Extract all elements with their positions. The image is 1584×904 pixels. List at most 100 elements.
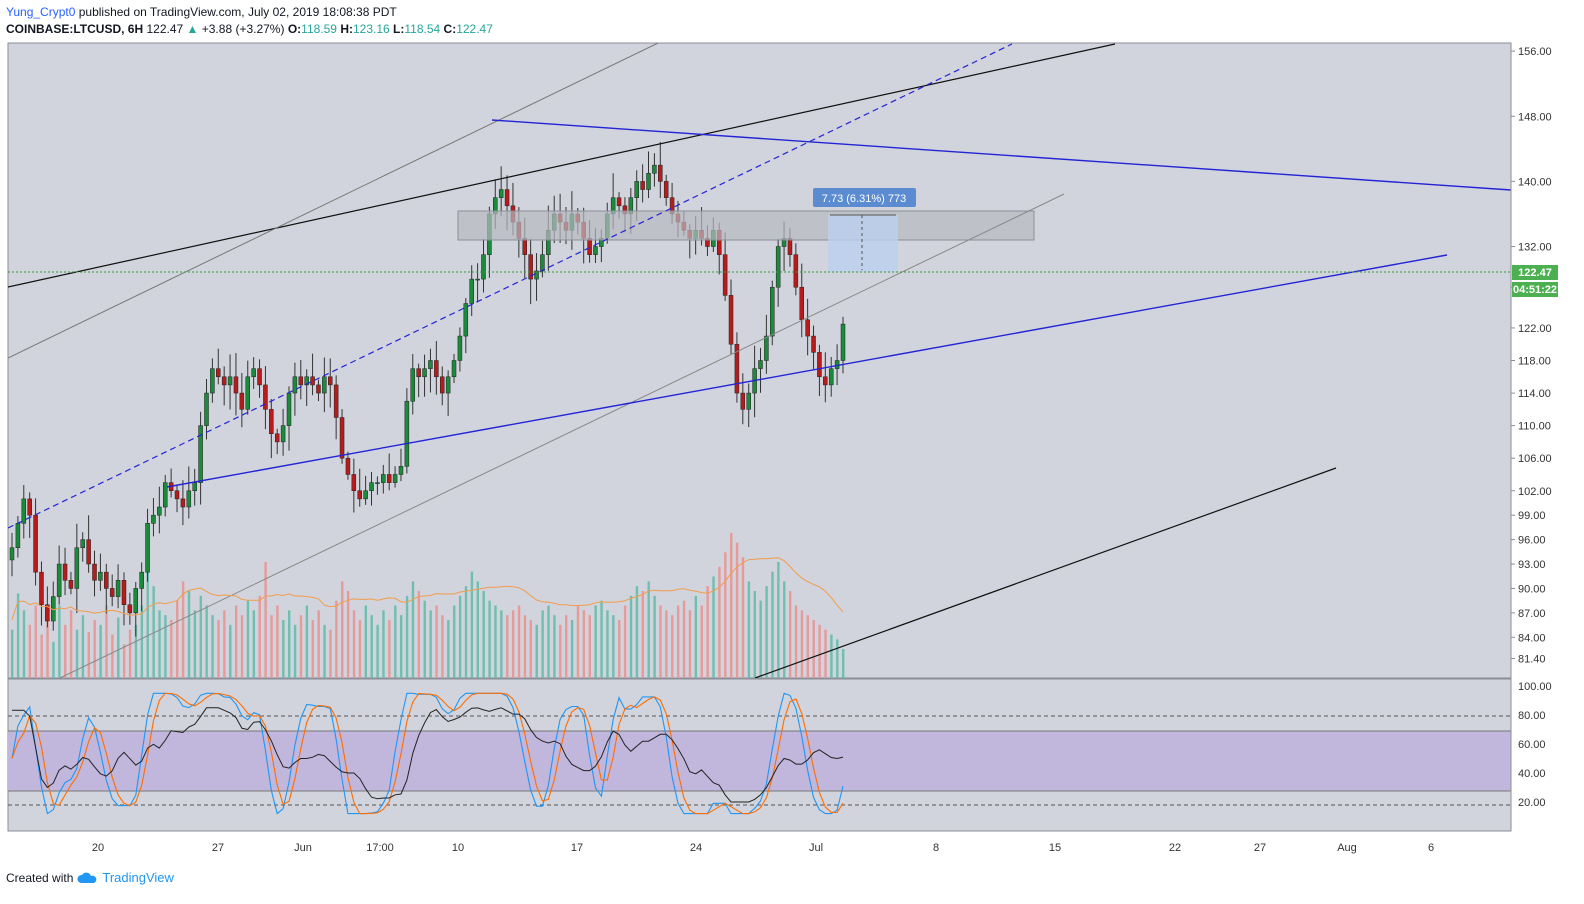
candle-body — [216, 368, 221, 378]
candle-body — [540, 254, 545, 272]
candle-body — [80, 539, 85, 548]
candle-body — [328, 376, 333, 386]
candle-body — [469, 278, 474, 304]
volume-bar — [217, 620, 220, 678]
lower-trendline[interactable] — [754, 467, 1337, 678]
volume-bar — [75, 629, 79, 678]
volume-bar — [788, 591, 792, 678]
price-tick-label: 132.00 — [1518, 242, 1552, 254]
candle-body — [221, 376, 227, 386]
candle-body — [770, 286, 775, 337]
resistance-zone[interactable] — [457, 210, 1035, 241]
volume-bar — [364, 605, 368, 678]
author-name[interactable]: Yung_Crypt0 — [6, 5, 76, 19]
volume-bar — [246, 600, 250, 678]
candle-body — [734, 343, 740, 394]
volume-bar — [52, 641, 55, 678]
volume-bar — [547, 605, 550, 678]
price-tick-label: 148.00 — [1518, 111, 1552, 123]
candle-body — [416, 368, 421, 378]
candle-body — [157, 506, 162, 516]
candle-body — [139, 571, 144, 589]
candle-body — [805, 319, 810, 337]
oscillator-tick-label: 80.00 — [1518, 710, 1546, 722]
countdown-tag — [1512, 282, 1558, 297]
created-with-text: Created with — [6, 870, 74, 885]
blue-dashed-trendline[interactable] — [8, 43, 1013, 529]
volume-bar — [836, 639, 839, 678]
measure-box[interactable] — [828, 215, 898, 272]
volume-bar — [794, 605, 798, 678]
candle-body — [204, 392, 209, 426]
candle-body — [192, 482, 197, 492]
time-tick-label: 10 — [452, 842, 464, 854]
candle-body — [398, 466, 404, 475]
oscillator-tick-label: 100.00 — [1518, 681, 1552, 693]
candle-body — [274, 433, 280, 443]
price-axis[interactable]: 156.00148.00140.00132.00127.00122.00118.… — [1510, 43, 1552, 831]
gray-channel-lower[interactable] — [59, 193, 1065, 678]
candle-body — [322, 376, 327, 394]
volume-bar — [718, 566, 721, 678]
time-tick-label: 8 — [933, 842, 939, 854]
volume-bar — [411, 581, 415, 678]
volume-bar — [565, 615, 568, 678]
candle-body — [39, 571, 44, 605]
price-tick-label: 106.00 — [1518, 453, 1552, 465]
volume-bar — [842, 649, 845, 678]
volume-bar — [376, 624, 379, 678]
candle-body — [811, 335, 816, 353]
volume-bar — [240, 615, 244, 678]
volume-bar — [22, 610, 26, 678]
upper-trendline[interactable] — [8, 43, 1116, 288]
volume-bar — [806, 615, 810, 678]
candle-body — [292, 376, 298, 394]
volume-bar — [170, 620, 173, 678]
candle-body — [799, 286, 804, 321]
volume-bar — [93, 620, 96, 678]
volume-bar — [16, 593, 20, 678]
volume-bar — [11, 629, 14, 678]
gray-channel-upper[interactable] — [8, 43, 659, 359]
candle-body — [21, 498, 27, 524]
volume-bar — [517, 605, 521, 678]
volume-bar — [346, 591, 350, 678]
wedge-lower-line[interactable] — [166, 254, 1448, 488]
candle-body — [27, 498, 32, 516]
candle-body — [840, 323, 846, 361]
oscillator-axis[interactable]: 100.00 80.00 60.00 40.00 20.00 — [1518, 681, 1552, 809]
volume-bar — [28, 624, 32, 678]
volume-bar — [494, 605, 497, 678]
volume-bar — [771, 571, 774, 678]
volume-bar — [700, 605, 703, 678]
volume-bar — [234, 605, 238, 678]
volume-bar — [323, 624, 326, 678]
candle-body — [439, 376, 445, 394]
volume-bar — [329, 629, 332, 678]
volume-bar — [618, 620, 621, 678]
tradingview-logo[interactable]: TradingView — [77, 870, 174, 885]
candle-body — [481, 254, 486, 280]
candle-body — [787, 238, 793, 255]
candle-body — [9, 547, 15, 561]
candle-body — [404, 400, 410, 467]
low-label: L: — [393, 22, 405, 36]
candle-body — [145, 523, 150, 573]
volume-bar — [712, 576, 715, 678]
volume-bar — [293, 624, 297, 678]
volume-bar — [370, 615, 373, 678]
volume-bars — [11, 533, 845, 678]
time-tick-label: Aug — [1337, 842, 1357, 854]
wedge-upper-line[interactable] — [491, 119, 1511, 191]
volume-ma-line — [11, 557, 844, 620]
candle-body — [498, 189, 504, 198]
price-tick-label: 156.00 — [1518, 46, 1552, 58]
volume-bar — [211, 615, 214, 678]
volume-bar — [777, 562, 780, 678]
candle-body — [210, 368, 215, 394]
candle-body — [823, 376, 828, 386]
volume-bar — [612, 615, 615, 678]
symbol-label: COINBASE:LTCUSD, 6H — [6, 22, 144, 36]
time-axis[interactable]: 20 27 Jun 17:00 10 17 24 Jul 8 15 22 27 Aug 6 — [92, 842, 1434, 854]
